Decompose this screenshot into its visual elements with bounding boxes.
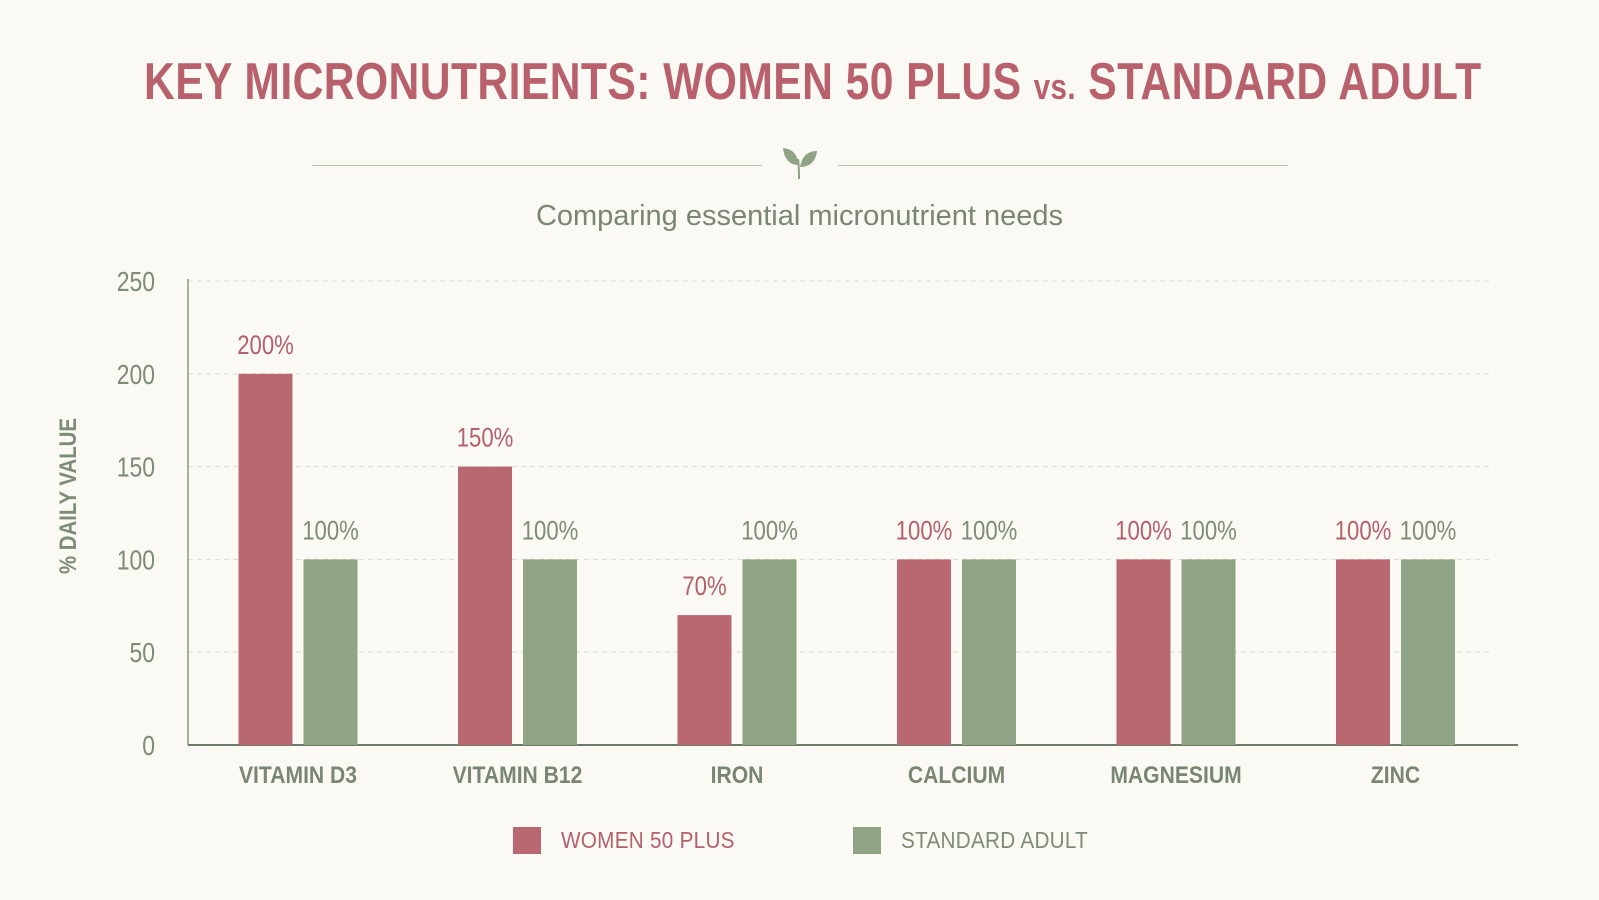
chart-title: KEY MICRONUTRIENTS: WOMEN 50 PLUS vs. ST… xyxy=(144,52,1481,112)
y-tick-label: 150 xyxy=(117,453,155,484)
bar-value-label: 70% xyxy=(682,572,726,602)
x-category-label: ZINC xyxy=(1371,762,1420,789)
bar-value-label: 200% xyxy=(237,331,294,361)
legend-item-standard: STANDARD ADULT xyxy=(853,826,1109,854)
y-tick-label: 0 xyxy=(142,731,155,762)
bar-standard xyxy=(1401,559,1455,745)
title-divider-left xyxy=(312,165,762,166)
bar-women xyxy=(677,615,732,745)
bar-value-label: 100% xyxy=(961,516,1018,546)
x-category-label: MAGNESIUM xyxy=(1110,762,1241,789)
bar-women xyxy=(1116,559,1171,745)
x-category-label: IRON xyxy=(711,762,764,789)
legend-label-standard: STANDARD ADULT xyxy=(901,826,1089,853)
bar-value-label: 100% xyxy=(1400,516,1457,546)
bar-standard xyxy=(303,559,358,745)
y-tick-label: 200 xyxy=(117,360,155,391)
bar-women xyxy=(1336,559,1390,745)
title-end: STANDARD ADULT xyxy=(1088,53,1482,111)
bar-value-label: 100% xyxy=(1115,516,1172,546)
legend-swatch-women xyxy=(513,826,541,854)
bar-value-label: 100% xyxy=(741,516,798,546)
title-main: KEY MICRONUTRIENTS: WOMEN 50 PLUS xyxy=(144,53,1022,111)
title-divider-right xyxy=(838,165,1288,166)
bar-value-label: 100% xyxy=(302,516,359,546)
bar-value-label: 150% xyxy=(457,424,514,454)
bar-standard xyxy=(962,559,1016,745)
legend-label-women: WOMEN 50 PLUS xyxy=(561,826,735,853)
legend-item-women: WOMEN 50 PLUS xyxy=(513,826,754,854)
x-category-label: VITAMIN D3 xyxy=(239,762,357,789)
bar-standard xyxy=(1181,559,1236,745)
bar-standard xyxy=(742,559,797,745)
bar-value-label: 100% xyxy=(896,516,953,546)
bar-women xyxy=(897,559,951,745)
leaf-sprout-icon xyxy=(783,148,817,180)
y-tick-label: 50 xyxy=(129,638,155,669)
bar-women xyxy=(238,373,293,745)
x-category-label: CALCIUM xyxy=(908,762,1005,789)
y-axis-label: % DAILY VALUE xyxy=(54,418,81,574)
x-category-label: VITAMIN B12 xyxy=(453,762,583,789)
bar-value-label: 100% xyxy=(1335,516,1392,546)
title-vs: vs. xyxy=(1033,66,1076,107)
bar-women xyxy=(458,466,512,745)
chart-subtitle: Comparing essential micronutrient needs xyxy=(535,200,1064,232)
y-tick-label: 100 xyxy=(117,545,155,576)
bar-standard xyxy=(523,559,577,745)
bar-value-label: 100% xyxy=(1180,516,1237,546)
legend-swatch-standard xyxy=(853,826,881,854)
bar-value-label: 100% xyxy=(522,516,579,546)
y-tick-label: 250 xyxy=(117,267,155,298)
